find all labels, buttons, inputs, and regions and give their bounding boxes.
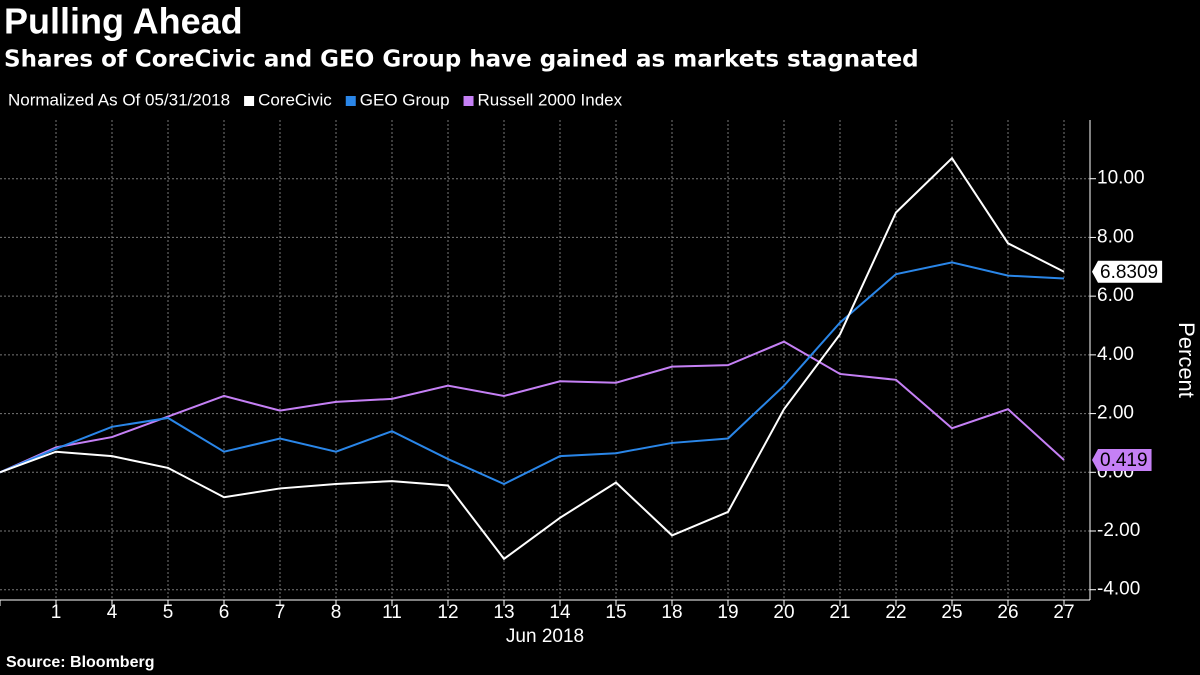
x-tick-label: 19 — [717, 602, 738, 623]
x-axis-label: Jun 2018 — [506, 626, 584, 647]
x-tick-label: 21 — [829, 602, 850, 623]
series-line — [0, 261, 1065, 486]
x-tick-label: 5 — [163, 602, 174, 623]
legend-swatch — [244, 96, 255, 106]
x-tick-label: 25 — [941, 602, 962, 623]
x-tick-label: 11 — [382, 602, 402, 623]
x-tick-label: 15 — [605, 602, 626, 623]
legend-swatch — [345, 96, 356, 106]
x-tick-label: 4 — [107, 602, 118, 623]
y-tick-label: -2.00 — [1097, 520, 1140, 541]
y-tick-label: 4.00 — [1097, 344, 1134, 365]
chart-title: Pulling Ahead — [4, 1, 243, 42]
x-tick-label: 27 — [1053, 602, 1074, 623]
chart-subtitle: Shares of CoreCivic and GEO Group have g… — [4, 47, 919, 73]
x-tick-label: 22 — [885, 602, 906, 623]
y-tick-label: 8.00 — [1097, 226, 1134, 247]
y-axis-label: Percent — [1174, 322, 1199, 398]
series-line — [0, 156, 1065, 561]
end-label-box — [1092, 260, 1163, 283]
x-tick-label: 12 — [437, 602, 458, 623]
legend-swatch — [463, 96, 474, 106]
x-tick-label: 13 — [493, 602, 514, 623]
x-tick-label: 14 — [549, 602, 571, 623]
series-line — [0, 340, 1065, 474]
source: Source: Bloomberg — [6, 654, 154, 671]
end-label: 0.419 — [1100, 450, 1148, 471]
legend-title: Normalized As Of 05/31/2018 — [8, 90, 230, 109]
legend-label: GEO Group — [360, 90, 450, 109]
x-tick-label: 1 — [51, 602, 62, 623]
y-tick-label: 2.00 — [1097, 403, 1134, 424]
y-tick-label: 6.00 — [1097, 285, 1134, 306]
x-tick-label: 26 — [997, 602, 1018, 623]
x-tick-label: 6 — [219, 602, 230, 623]
y-tick-label: 10.00 — [1097, 168, 1145, 189]
x-tick-label: 7 — [275, 602, 286, 623]
x-tick-label: 8 — [331, 602, 342, 623]
y-tick-label: -4.00 — [1097, 579, 1140, 600]
legend-label: CoreCivic — [258, 90, 332, 109]
x-tick-label: 20 — [773, 602, 794, 623]
legend-label: Russell 2000 Index — [478, 90, 623, 109]
end-label-box — [1092, 448, 1152, 471]
x-tick-label: 18 — [661, 602, 682, 623]
end-label: 6.8309 — [1100, 262, 1158, 283]
